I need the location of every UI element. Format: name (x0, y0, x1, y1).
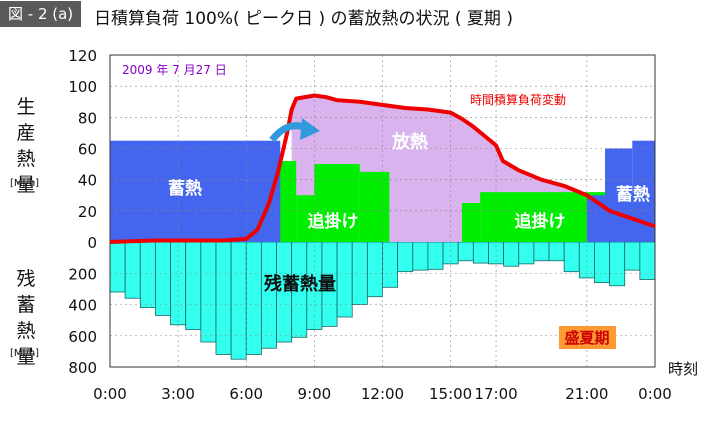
remaining-bar-36 (639, 241, 656, 280)
region-label-chase-left: 追掛け (308, 211, 359, 232)
remaining-bar-24 (457, 241, 474, 262)
x-tick-label-7: 17:00 (474, 385, 517, 403)
remaining-bar-18 (366, 241, 383, 298)
chase-segment-2 (296, 195, 315, 242)
remaining-bar-10 (245, 241, 262, 355)
upper-axis-label: 生産熱量 (16, 96, 36, 196)
gridlines (109, 54, 656, 368)
x-tick-label-9: 0:00 (638, 385, 672, 403)
region-label-storage-right: 蓄熱 (616, 184, 650, 205)
x-tick-label-5: 12:00 (361, 385, 404, 403)
lower-tick-label-800: 800 (68, 359, 97, 377)
chase-segment-3 (314, 164, 360, 242)
x-tick-label-4: 9:00 (298, 385, 332, 403)
remaining-bar-32 (578, 241, 595, 279)
lower-tick-label-600: 600 (68, 328, 97, 346)
storage-right-segment-3 (632, 140, 655, 242)
x-tick-label-2: 3:00 (161, 385, 195, 403)
storage-left-area (110, 140, 281, 242)
remaining-bar-28 (518, 241, 535, 265)
remaining-bar-16 (336, 241, 353, 318)
remaining-bar-5 (170, 241, 187, 326)
x-tick-label-3: 6:00 (229, 385, 263, 403)
upper-tick-label-20: 20 (78, 203, 97, 221)
remaining-bar-29 (533, 241, 550, 262)
remaining-bar-30 (548, 241, 565, 262)
remaining-bar-34 (609, 241, 626, 287)
chase-segment-6 (461, 203, 481, 242)
remaining-bar-2 (124, 241, 141, 299)
figure-header: 図 - 2 (a) 日積算負荷 100%( ピーク日 ) の蓄放熱の状況 ( 夏… (0, 0, 710, 30)
remaining-bar-9 (230, 241, 247, 360)
upper-tick-label-100: 100 (68, 78, 97, 96)
lower-axis-unit: [MJ/h] (10, 348, 40, 359)
region-label-chase-right: 追掛け (515, 211, 566, 232)
load-curve-label: 時間積算負荷変動 (470, 92, 566, 107)
remaining-bar-35 (624, 241, 641, 271)
transition-arrow-icon (269, 118, 320, 143)
region-label-discharge: 放熱 (391, 131, 428, 153)
upper-tick-label-120: 120 (68, 47, 97, 65)
upper-tick-label-80: 80 (78, 109, 97, 127)
upper-tick-label-40: 40 (78, 172, 97, 190)
upper-tick-label-60: 60 (78, 141, 97, 159)
remaining-bar-27 (503, 241, 520, 267)
remaining-bar-8 (215, 241, 232, 355)
storage-right-segment-2 (605, 148, 633, 242)
figure-label: 図 - 2 (a) (0, 1, 82, 27)
remaining-bar-1 (109, 241, 126, 293)
load-curve-layer (109, 93, 656, 244)
x-unit-label: 時刻 (668, 360, 698, 378)
season-badge-box (559, 326, 616, 349)
remaining-bar-6 (185, 241, 202, 330)
chase-segment-4 (359, 171, 390, 242)
lower-tick-label-400: 400 (68, 297, 97, 315)
remaining-bar-22 (427, 241, 444, 270)
remaining-bar-3 (139, 241, 156, 309)
lower-axis-label: 残蓄熱量 (16, 268, 36, 368)
upper-tick-label-0: 0 (87, 234, 97, 252)
remaining-bar-11 (260, 241, 277, 349)
x-tick-label-1: 0:00 (93, 385, 127, 403)
remaining-bar-33 (594, 241, 610, 284)
remaining-bar-19 (382, 241, 399, 288)
load-curve-line (109, 93, 656, 244)
x-tick-label-6: 15:00 (429, 385, 472, 403)
remaining-bar-21 (412, 241, 429, 271)
remaining-bar-4 (155, 241, 171, 316)
remaining-bar-20 (397, 241, 414, 273)
figure-title: 日積算負荷 100%( ピーク日 ) の蓄放熱の状況 ( 夏期 ) (94, 9, 513, 29)
x-tick-label-8: 21:00 (565, 385, 608, 403)
lower-tick-label-200: 200 (68, 265, 97, 283)
remaining-bar-31 (563, 241, 580, 273)
season-badge: 盛夏期 (564, 329, 609, 347)
plot-frame (109, 54, 656, 368)
remaining-bar-25 (472, 241, 489, 264)
region-label-remaining: 残蓄熱量 (264, 273, 336, 295)
date-label: 2009 年 7 月27 日 (122, 63, 227, 77)
region-label-storage-left: 蓄熱 (168, 178, 202, 199)
remaining-bar-7 (200, 241, 217, 343)
remaining-storage-layer (109, 241, 656, 360)
axis-ticks: 0 20 40 60 80 100 120 200 400 600 800 0:00 3:00 6:00 9… (68, 47, 671, 403)
upper-axis-unit: [MJ/h] (10, 178, 40, 189)
